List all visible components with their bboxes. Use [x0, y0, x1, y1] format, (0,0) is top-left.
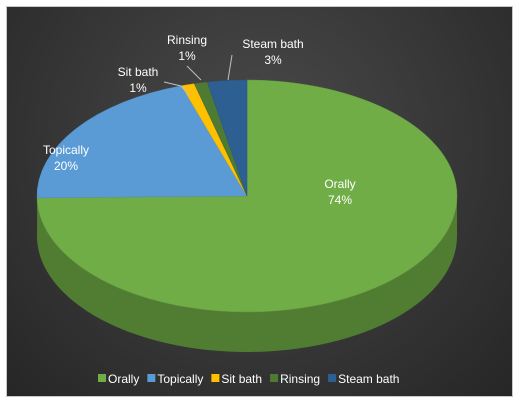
legend-item-sit-bath: Sit bath — [211, 372, 262, 386]
pie-slice-steam-bath — [206, 79, 248, 197]
legend-label-steam-bath: Steam bath — [338, 372, 399, 386]
leader-line-sit-bath — [163, 81, 191, 97]
data-labels: Orally 74% Topically 20% Sit bath 1% Rinsing 1%… — [43, 33, 356, 207]
legend-label-rinsing: Rinsing — [280, 372, 320, 386]
legend-swatch-topically — [147, 374, 156, 382]
leader-line-steam-bath — [227, 54, 233, 81]
legend-label-sit-bath: Sit bath — [221, 372, 262, 386]
data-label-topically: Topically 20% — [43, 143, 89, 173]
legend-item-steam-bath: Steam bath — [328, 372, 399, 386]
legend-swatch-orally — [98, 374, 106, 382]
pie-side-orally — [37, 196, 458, 353]
data-label-sit-bath: Sit bath 1% — [118, 65, 159, 95]
data-label-rinsing: Rinsing 1% — [167, 33, 207, 63]
legend-label-orally: Orally — [108, 372, 139, 386]
legend-item-rinsing: Rinsing — [270, 372, 320, 386]
legend-swatch-rinsing — [270, 374, 279, 382]
legend-swatch-sit-bath — [211, 374, 220, 382]
legend: Orally Topically Sit bath Rinsing Steam bath — [98, 372, 399, 386]
pie-slice-topically — [36, 85, 248, 199]
data-label-steam-bath: Steam bath 3% — [242, 37, 303, 67]
legend-item-topically: Topically — [147, 372, 203, 386]
legend-label-topically: Topically — [157, 372, 203, 386]
leader-line-rinsing — [186, 65, 202, 81]
pie-slice-orally — [36, 79, 458, 313]
pie-side-walls — [37, 196, 458, 353]
pie-top — [36, 79, 458, 313]
data-label-orally: Orally 74% — [324, 177, 355, 207]
legend-swatch-steam-bath — [328, 374, 337, 382]
legend-item-orally: Orally — [98, 372, 139, 386]
